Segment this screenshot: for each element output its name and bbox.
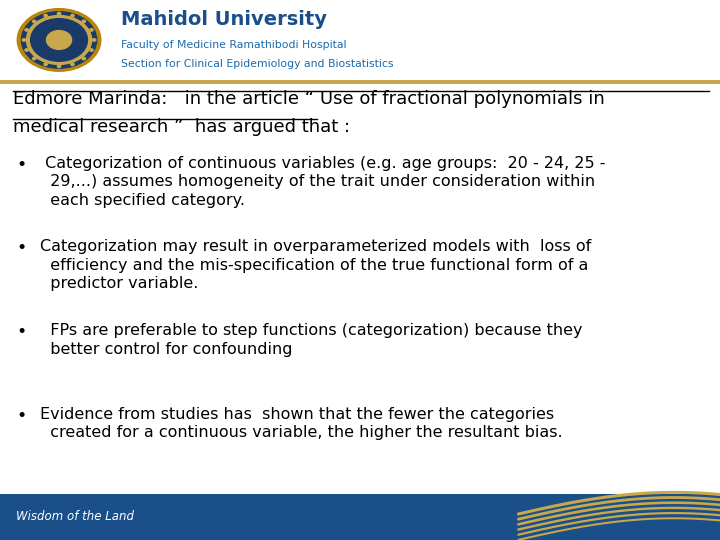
Circle shape	[90, 49, 93, 51]
Circle shape	[90, 29, 93, 31]
Circle shape	[92, 39, 96, 41]
Circle shape	[82, 57, 86, 60]
Text: medical research ”  has argued that :: medical research ” has argued that :	[13, 118, 350, 136]
Text: •: •	[17, 239, 27, 257]
Text: •: •	[17, 156, 27, 173]
Circle shape	[31, 19, 87, 61]
Circle shape	[44, 63, 48, 65]
Circle shape	[58, 12, 60, 15]
Bar	[0, 80, 720, 84]
Circle shape	[32, 20, 36, 23]
Circle shape	[25, 29, 28, 31]
Circle shape	[27, 16, 91, 64]
Circle shape	[44, 15, 48, 17]
Text: Section for Clinical Epidemiology and Biostatistics: Section for Clinical Epidemiology and Bi…	[121, 59, 393, 69]
Circle shape	[17, 9, 101, 71]
Text: •: •	[17, 323, 27, 341]
Text: Wisdom of the Land: Wisdom of the Land	[16, 510, 134, 523]
Circle shape	[47, 31, 71, 49]
Circle shape	[71, 15, 74, 17]
Circle shape	[22, 12, 96, 68]
Text: •: •	[17, 407, 27, 424]
Text: Categorization may result in overparameterized models with  loss of
  efficiency: Categorization may result in overparamet…	[40, 239, 592, 292]
Circle shape	[22, 39, 26, 41]
Text: Evidence from studies has  shown that the fewer the categories
  created for a c: Evidence from studies has shown that the…	[40, 407, 563, 440]
Text: Edmore Marinda:   in the article “ Use of fractional polynomials in: Edmore Marinda: in the article “ Use of …	[13, 90, 605, 107]
Circle shape	[82, 20, 86, 23]
Text: Categorization of continuous variables (e.g. age groups:  20 - 24, 25 -
  29,...: Categorization of continuous variables (…	[40, 156, 606, 208]
Bar	[0, 494, 720, 540]
Text: Faculty of Medicine Ramathibodi Hospital: Faculty of Medicine Ramathibodi Hospital	[121, 40, 346, 50]
Circle shape	[58, 65, 60, 68]
Text: FPs are preferable to step functions (categorization) because they
  better cont: FPs are preferable to step functions (ca…	[40, 323, 582, 356]
Circle shape	[32, 57, 36, 60]
Circle shape	[25, 49, 28, 51]
Circle shape	[71, 63, 74, 65]
Text: Mahidol University: Mahidol University	[121, 10, 327, 29]
